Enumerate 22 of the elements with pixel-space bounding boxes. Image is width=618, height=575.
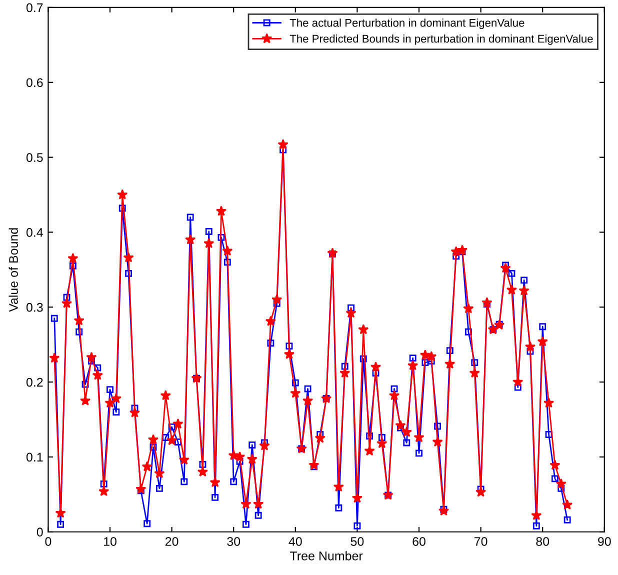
y-tick-label: 0.4 — [26, 228, 43, 237]
x-tick-label: 0 — [45, 537, 52, 546]
x-axis-title: Tree Number — [290, 551, 363, 560]
y-tick-label: 0.7 — [26, 3, 43, 12]
x-tick-label: 10 — [104, 537, 116, 546]
y-tick-label: 0 — [36, 528, 43, 537]
y-tick-label: 0.6 — [26, 78, 43, 88]
x-tick-label: 40 — [288, 537, 302, 546]
x-tick-label: 60 — [412, 537, 426, 546]
y-tick-label: 0.2 — [26, 378, 43, 387]
x-tick-label: 70 — [474, 537, 488, 546]
y-tick-label: 0.5 — [26, 153, 43, 162]
x-tick-label: 90 — [598, 537, 611, 546]
legend-label: The actual Perturbation in dominant EigenValue — [290, 18, 524, 29]
y-tick-label: 0.3 — [26, 302, 43, 312]
y-tick-label: 0.1 — [26, 452, 43, 462]
y-axis-title: Value of Bound — [8, 228, 18, 312]
x-tick-label: 50 — [350, 537, 364, 546]
x-tick-label: 30 — [227, 537, 240, 546]
x-tick-label: 80 — [536, 537, 550, 546]
legend-label: The Predicted Bounds in perturbation in dominant EigenValue — [290, 34, 593, 45]
x-tick-label: 20 — [165, 537, 178, 546]
